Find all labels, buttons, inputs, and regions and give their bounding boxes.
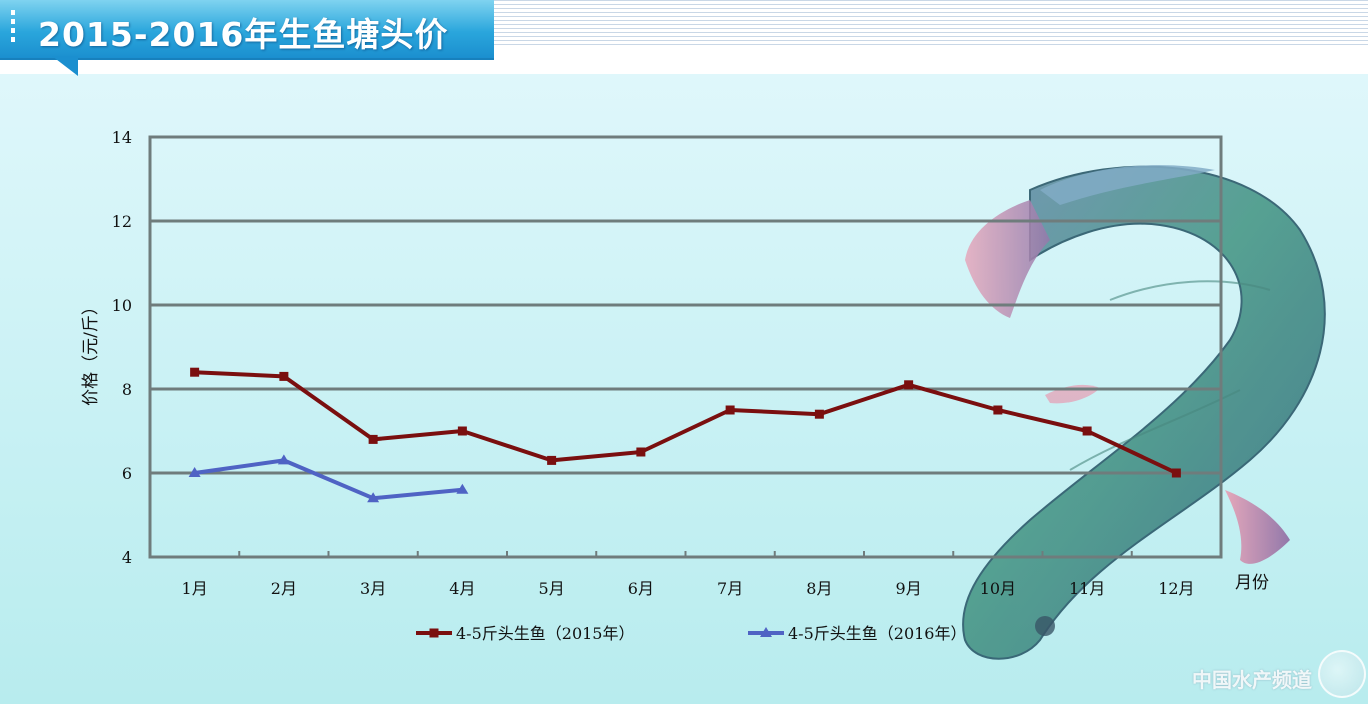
- x-tick-label: 3月: [360, 579, 386, 598]
- x-tick-label: 4月: [449, 579, 475, 598]
- y-axis-title: 价格（元/斤）: [81, 298, 101, 406]
- y-tick-label: 14: [112, 128, 132, 147]
- y-tick-label: 8: [122, 380, 132, 399]
- data-point: [367, 492, 380, 503]
- data-point: [368, 434, 378, 444]
- y-axis: 4 6 8 10 12 14: [112, 128, 132, 567]
- x-axis: 1月 2月 3月 4月 5月 6月 7月 8月 9月 10月 11月 12月: [149, 551, 1222, 598]
- legend-label: 4-5斤头生鱼（2015年）: [456, 624, 635, 643]
- data-point: [1171, 468, 1181, 478]
- legend-swatch-marker: [429, 628, 439, 638]
- y-tick-label: 12: [112, 212, 132, 231]
- watermark-globe-logo: [1318, 650, 1366, 698]
- header-stripes: [494, 0, 1368, 48]
- x-tick-label: 5月: [539, 579, 565, 598]
- data-point: [277, 454, 290, 465]
- y-tick-label: 10: [112, 296, 132, 315]
- data-point: [814, 409, 824, 419]
- x-tick-label: 7月: [717, 579, 743, 598]
- x-axis-title: 月份: [1235, 573, 1269, 593]
- watermark-text: 中国水产频道: [1192, 668, 1312, 692]
- title-banner: 2015-2016年生鱼塘头价: [0, 0, 494, 58]
- x-tick-label: 9月: [896, 579, 922, 598]
- data-point: [547, 455, 557, 465]
- series-2: [188, 454, 469, 503]
- series-line: [194, 458, 463, 501]
- series-group: [188, 367, 1181, 503]
- data-point: [725, 405, 735, 415]
- y-tick-label: 6: [122, 464, 132, 483]
- x-tick-label: 6月: [628, 579, 654, 598]
- x-tick-label: 11月: [1069, 579, 1105, 598]
- gridlines: [150, 219, 1221, 475]
- legend-label: 4-5斤头生鱼（2016年）: [788, 624, 967, 643]
- data-point: [1082, 426, 1092, 436]
- data-point: [188, 467, 201, 477]
- x-tick-label: 12月: [1158, 579, 1194, 598]
- x-tick-label: 10月: [980, 579, 1016, 598]
- title-banner-notch: [52, 56, 78, 76]
- x-tick-label: 1月: [182, 579, 208, 598]
- data-point: [190, 367, 200, 377]
- series-1: [190, 367, 1181, 478]
- legend: 4-5斤头生鱼（2015年） 4-5斤头生鱼（2016年）: [416, 624, 967, 643]
- x-tick-label: 2月: [271, 579, 297, 598]
- y-tick-label: 4: [122, 548, 132, 567]
- title-dots-decoration: [11, 10, 15, 46]
- data-point: [457, 426, 467, 436]
- snakehead-fish-illustration: [962, 165, 1326, 660]
- x-tick-label: 8月: [806, 579, 832, 598]
- page-title: 2015-2016年生鱼塘头价: [38, 15, 449, 54]
- data-point: [456, 483, 469, 494]
- legend-swatch-marker: [760, 627, 772, 637]
- data-point: [279, 371, 289, 381]
- data-point: [993, 405, 1003, 415]
- series-line: [194, 370, 1178, 475]
- data-point: [636, 447, 646, 457]
- data-point: [904, 380, 914, 390]
